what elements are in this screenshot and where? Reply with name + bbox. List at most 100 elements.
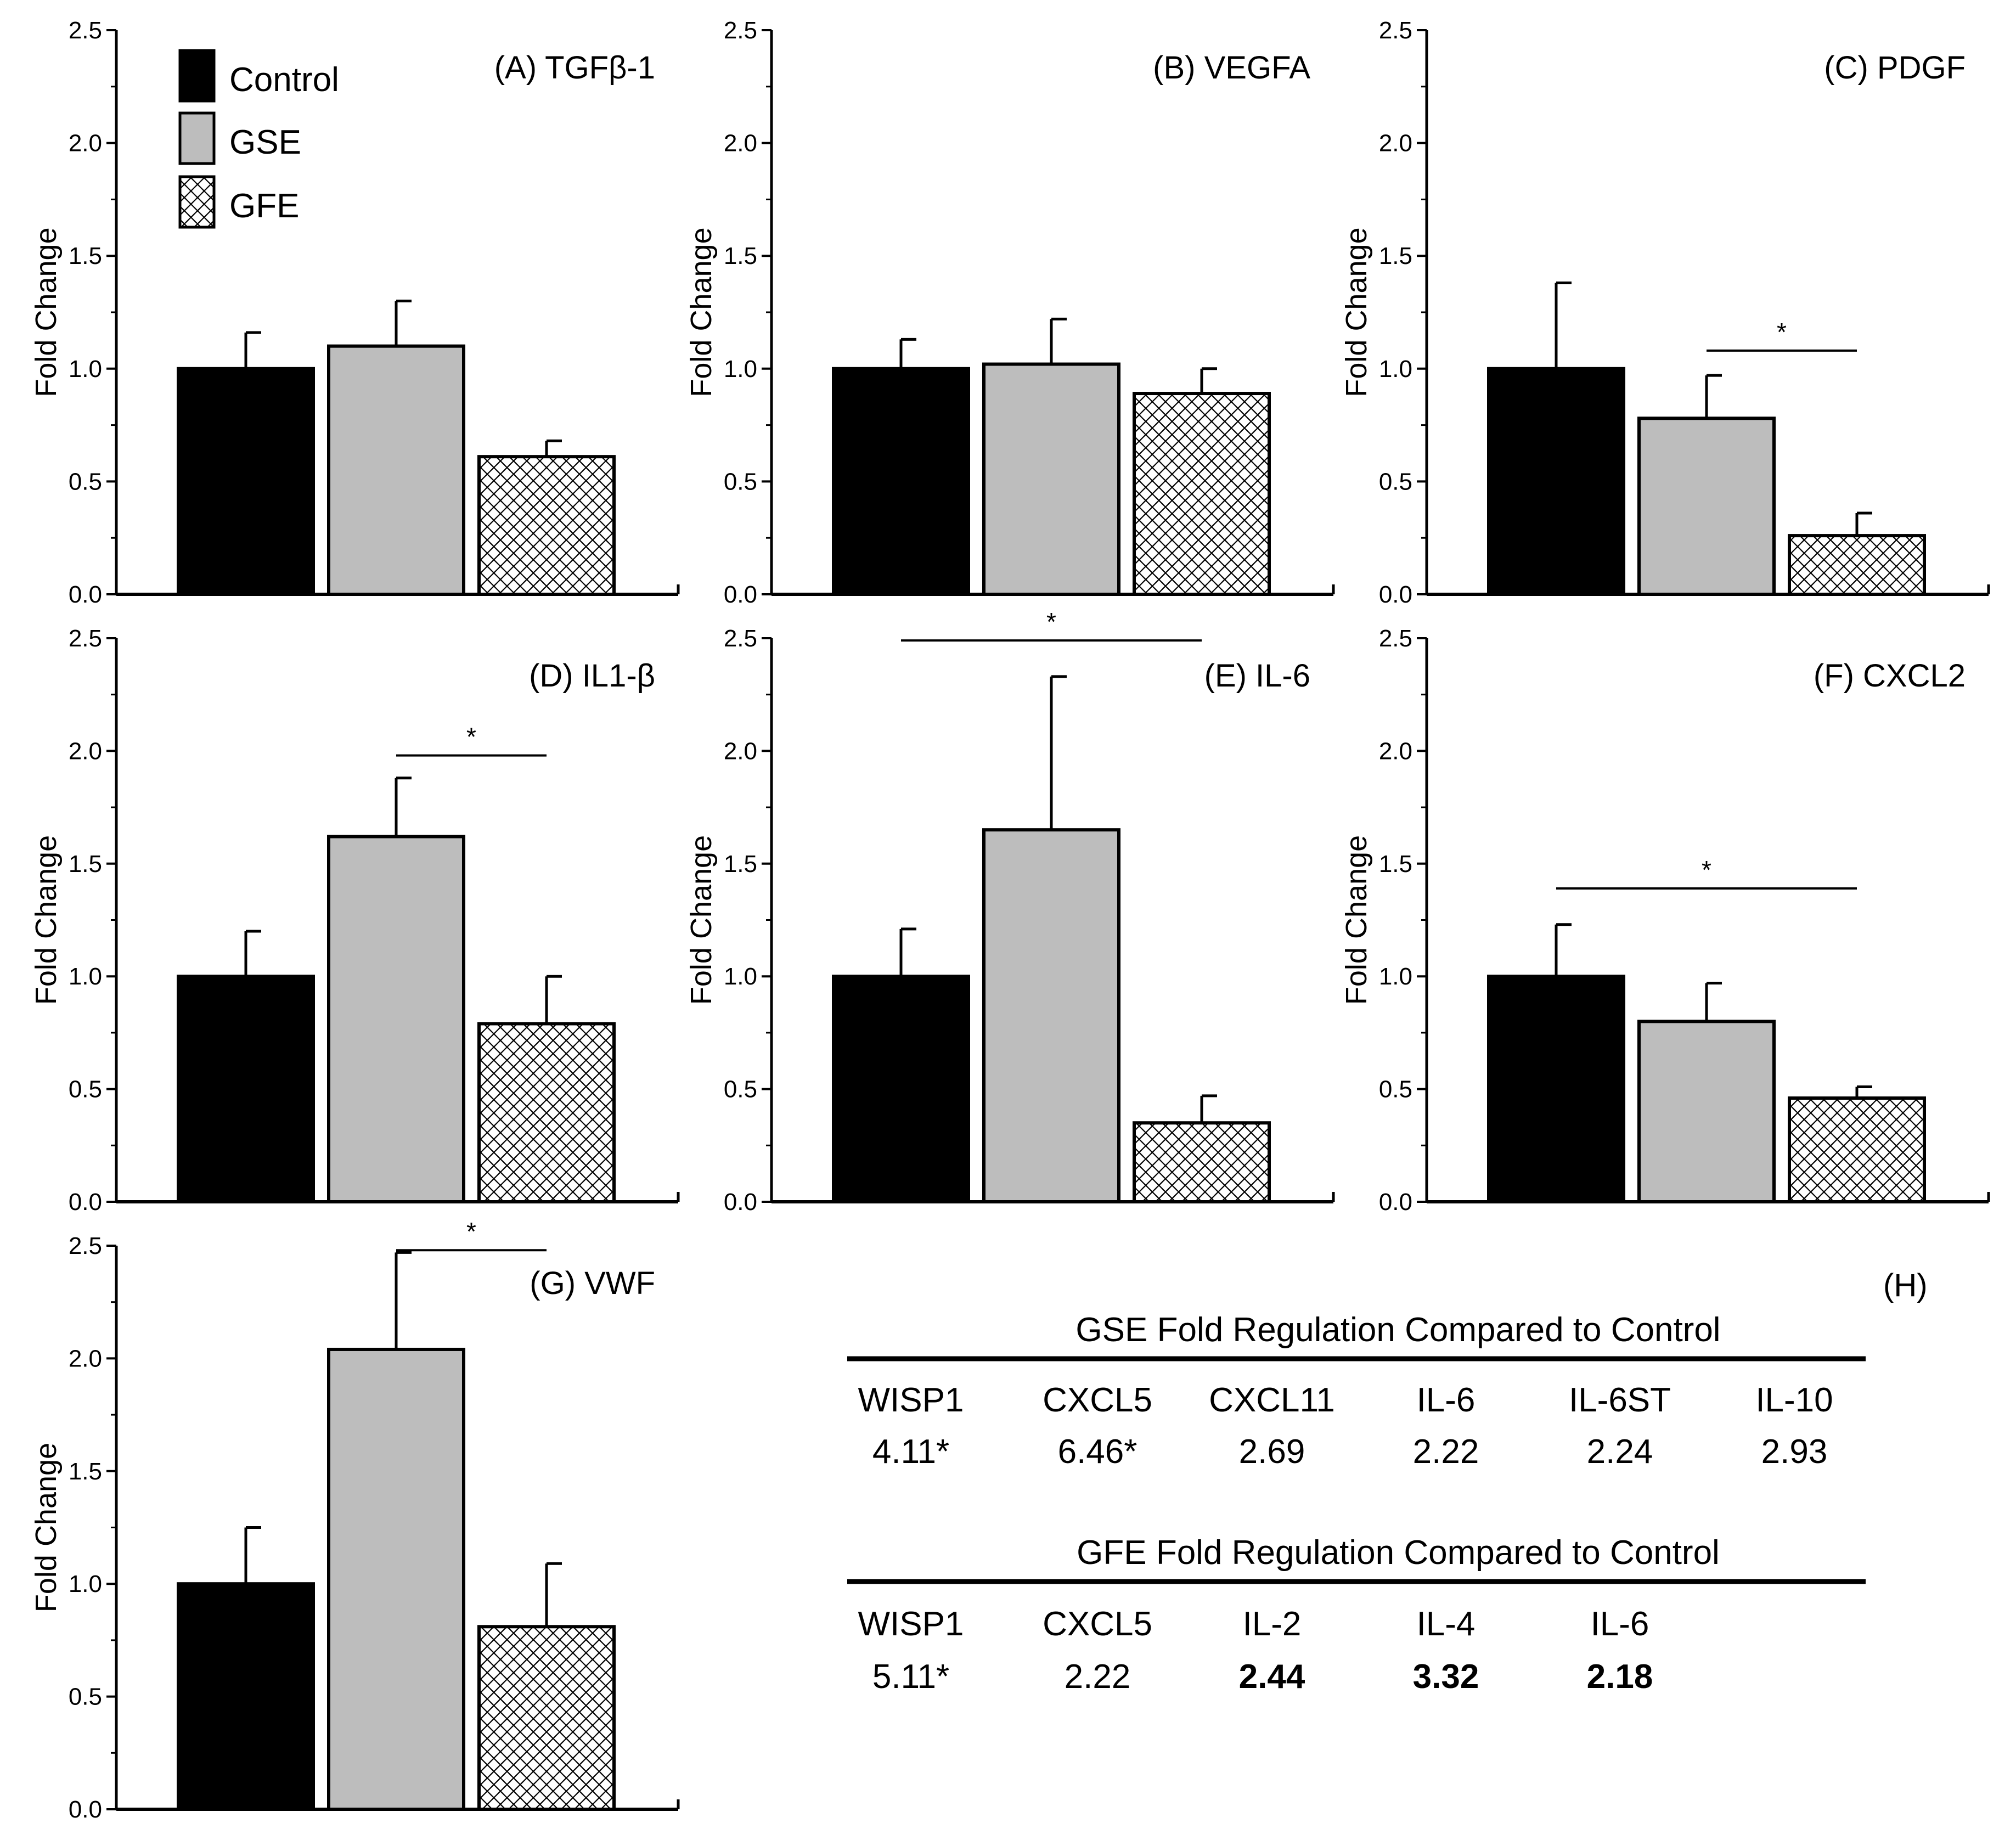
- gse-value-il10: 2.93: [1761, 1433, 1828, 1471]
- y-tick-label: 0.0: [724, 1189, 757, 1216]
- y-tick-label: 1.5: [69, 1458, 102, 1485]
- y-tick-label: 0.0: [69, 1796, 102, 1823]
- chart-title: (B) VEGFA: [1153, 50, 1310, 86]
- significance-star: *: [1777, 318, 1787, 346]
- gse-gene-il10: IL-10: [1755, 1381, 1833, 1419]
- bar-gfe: [1133, 392, 1271, 596]
- chart-title: (C) PDGF: [1824, 50, 1966, 86]
- chart-title: (D) IL1-β: [529, 658, 655, 694]
- bar-gfe: [1133, 1121, 1271, 1203]
- chart-title: (E) IL-6: [1204, 658, 1310, 694]
- gfe-value-il2: 2.44: [1239, 1658, 1305, 1696]
- bar-control: [177, 975, 315, 1203]
- legend-swatch-gse: [178, 111, 216, 165]
- significance-star: *: [466, 1217, 476, 1246]
- y-axis-title: Fold Change: [30, 1443, 63, 1612]
- table-panel-label: (H): [1883, 1268, 1928, 1303]
- y-tick-label: 0.0: [1379, 1189, 1412, 1216]
- gse-gene-cxcl11: CXCL11: [1209, 1381, 1335, 1419]
- gse-value-cxcl5: 6.46*: [1058, 1433, 1137, 1471]
- gse-gene-il6: IL-6: [1417, 1381, 1476, 1419]
- panel-a-tgfb1: 0.0 0.5 1.0 1.5 2.0 2.5 Fold Change (A) TGFβ-1: [30, 17, 680, 608]
- y-tick-label: 0.0: [69, 1189, 102, 1216]
- y-tick-label: 0.5: [69, 1684, 102, 1710]
- panel-d-il1b: 0.0 0.5 1.0 1.5 2.0 2.5 Fold Change (D) IL1-β *: [30, 625, 680, 1216]
- gfe-table-title: GFE Fold Regulation Compared to Control: [1077, 1534, 1720, 1572]
- chart-title: (G) VWF: [530, 1265, 655, 1301]
- y-tick-label: 2.0: [1379, 738, 1412, 764]
- bar-control: [1487, 975, 1625, 1203]
- y-tick-label: 1.0: [69, 1571, 102, 1597]
- gse-value-il6st: 2.24: [1587, 1433, 1653, 1471]
- significance-star: *: [466, 723, 476, 751]
- gse-table-title: GSE Fold Regulation Compared to Control: [1075, 1311, 1720, 1349]
- y-tick-label: 1.0: [1379, 963, 1412, 990]
- bar-gse: [1637, 417, 1776, 596]
- y-tick-label: 1.0: [724, 356, 757, 382]
- y-tick-label: 2.0: [724, 738, 757, 764]
- legend-label-gse: GSE: [229, 123, 301, 161]
- y-tick-label: 2.0: [69, 130, 102, 157]
- gse-gene-wisp1: WISP1: [858, 1381, 964, 1419]
- bar-control: [177, 367, 315, 596]
- gfe-gene-cxcl5: CXCL5: [1043, 1605, 1152, 1643]
- y-tick-label: 1.5: [724, 851, 757, 877]
- y-tick-label: 1.5: [69, 851, 102, 877]
- panel-e-il6: 0.0 0.5 1.0 1.5 2.0 2.5 Fold Change (E) IL-6 *: [685, 607, 1335, 1216]
- y-tick-label: 2.5: [69, 17, 102, 44]
- gfe-value-wisp1: 5.11*: [872, 1658, 949, 1696]
- legend-label-control: Control: [229, 61, 339, 99]
- y-tick-label: 1.5: [69, 243, 102, 269]
- significance-star: *: [1702, 856, 1711, 884]
- y-tick-label: 2.5: [69, 1233, 102, 1259]
- y-axis-title: Fold Change: [685, 227, 718, 397]
- gfe-gene-il2: IL-2: [1243, 1605, 1302, 1643]
- legend: Control GSE GFE: [178, 49, 339, 229]
- y-tick-label: 2.0: [1379, 130, 1412, 157]
- y-tick-label: 1.0: [724, 963, 757, 990]
- panel-f-cxcl2: 0.0 0.5 1.0 1.5 2.0 2.5 Fold Change (F) CXCL2 *: [1340, 625, 1990, 1216]
- y-tick-label: 0.5: [69, 468, 102, 495]
- y-axis-title: Fold Change: [1340, 835, 1373, 1005]
- y-tick-label: 2.0: [724, 130, 757, 157]
- bar-control: [832, 975, 970, 1203]
- gfe-value-cxcl5: 2.22: [1065, 1658, 1131, 1696]
- y-tick-label: 2.0: [69, 1345, 102, 1372]
- y-tick-label: 0.5: [724, 1076, 757, 1103]
- table-panel-h: (H) GSE Fold Regulation Compared to Cont…: [847, 1268, 1928, 1696]
- y-tick-label: 0.5: [1379, 468, 1412, 495]
- gfe-gene-wisp1: WISP1: [858, 1605, 964, 1643]
- bar-gfe: [477, 1022, 616, 1204]
- bar-gfe: [1788, 534, 1926, 597]
- y-tick-label: 2.5: [1379, 625, 1412, 652]
- y-tick-label: 0.0: [1379, 581, 1412, 608]
- panel-c-pdgf: 0.0 0.5 1.0 1.5 2.0 2.5 Fold Change (C) PDGF *: [1340, 17, 1990, 608]
- gse-gene-cxcl5: CXCL5: [1043, 1381, 1152, 1419]
- legend-swatch-control: [178, 49, 216, 103]
- gfe-value-il4: 3.32: [1413, 1658, 1479, 1696]
- panel-b-vegfa: 0.0 0.5 1.0 1.5 2.0 2.5 Fold Change (B) VEGFA: [685, 17, 1335, 608]
- bar-control: [177, 1582, 315, 1811]
- y-tick-label: 2.5: [1379, 17, 1412, 44]
- chart-title: (A) TGFβ-1: [494, 50, 655, 86]
- gfe-gene-il4: IL-4: [1417, 1605, 1476, 1643]
- gse-value-cxcl11: 2.69: [1239, 1433, 1305, 1471]
- significance-star: *: [1046, 607, 1056, 636]
- gfe-value-il6: 2.18: [1587, 1658, 1653, 1696]
- panel-g-vwf: 0.0 0.5 1.0 1.5 2.0 2.5 Fold Change (G) VWF *: [30, 1217, 680, 1823]
- y-tick-label: 1.5: [724, 243, 757, 269]
- gfe-gene-il6: IL-6: [1591, 1605, 1649, 1643]
- y-tick-label: 0.5: [724, 468, 757, 495]
- y-tick-label: 0.0: [69, 581, 102, 608]
- bar-gfe: [1788, 1096, 1926, 1203]
- bar-gse: [327, 1347, 465, 1811]
- bar-gse: [1637, 1020, 1776, 1203]
- bar-gse: [982, 828, 1120, 1204]
- y-tick-label: 1.0: [69, 963, 102, 990]
- y-axis-title: Fold Change: [685, 835, 718, 1005]
- y-axis-title: Fold Change: [1340, 227, 1373, 397]
- y-tick-label: 2.5: [724, 625, 757, 652]
- gse-gene-il6st: IL-6ST: [1569, 1381, 1671, 1419]
- gse-value-il6: 2.22: [1413, 1433, 1479, 1471]
